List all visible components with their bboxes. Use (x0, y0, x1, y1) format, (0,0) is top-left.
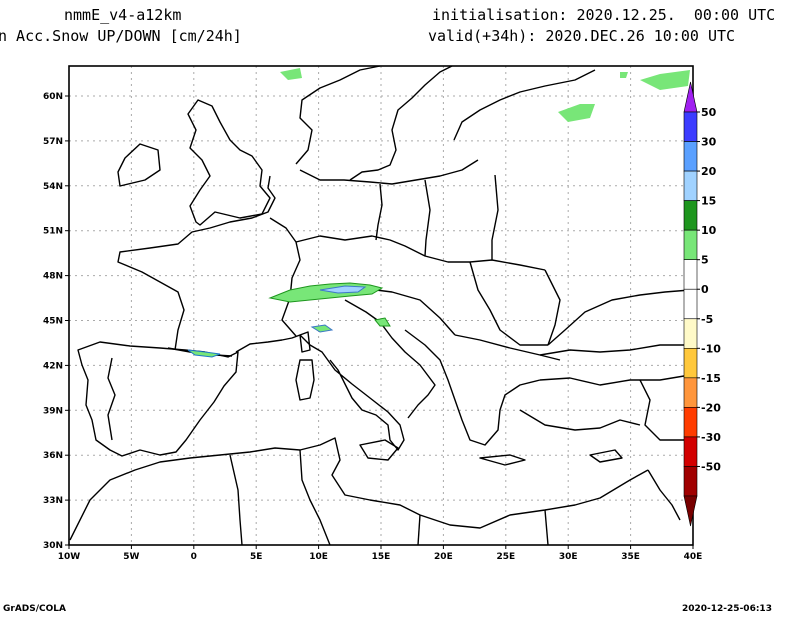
footer-source: GrADS/COLA (3, 604, 66, 614)
valid-time: valid(+34h): 2020.DEC.26 10:00 UTC (428, 27, 736, 45)
colorbar-box (683, 259, 698, 290)
colorbar-label: 10 (701, 224, 717, 237)
colorbar-box (683, 407, 698, 438)
lon-tick-label: 10W (58, 552, 81, 562)
colorbar-box (683, 348, 698, 379)
lat-tick-label: 51N (43, 227, 63, 237)
colorbar-box (683, 111, 698, 142)
colorbar-label: -15 (701, 372, 721, 385)
latitude-labels: 30N 33N 36N 39N 42N 45N 48N 51N 54N 57N 60N (43, 92, 69, 551)
colorbar-label: -30 (701, 431, 721, 444)
lon-tick-label: 35E (621, 552, 640, 562)
colorbar-bottom-arrow (683, 495, 698, 527)
colorbar-box (683, 466, 698, 497)
colorbar-box (683, 436, 698, 467)
colorbar-label: 20 (701, 165, 717, 178)
colorbar-box (683, 229, 698, 260)
lat-tick-label: 42N (43, 361, 63, 371)
colorbar-box (683, 318, 698, 349)
colorbar-box (683, 141, 698, 172)
snowfall-areas (187, 68, 690, 358)
colorbar-label: 15 (701, 195, 716, 208)
lat-tick-label: 36N (43, 451, 63, 461)
colorbar-box (683, 200, 698, 231)
colorbar-label: 30 (701, 136, 717, 149)
lon-tick-label: 10E (309, 552, 328, 562)
lon-tick-label: 20E (434, 552, 453, 562)
lat-tick-label: 48N (43, 272, 63, 282)
model-title: nmmE_v4-a12km (64, 6, 182, 24)
variable-title: n Acc.Snow UP/DOWN [cm/24h] (0, 27, 242, 45)
lat-tick-label: 60N (43, 92, 63, 102)
lat-tick-label: 57N (43, 137, 63, 147)
lat-tick-label: 54N (43, 182, 63, 192)
colorbar-label: -50 (701, 460, 721, 473)
colorbar-label: 0 (701, 283, 709, 296)
lat-tick-label: 45N (43, 317, 63, 327)
lat-tick-label: 30N (43, 541, 63, 551)
colorbar-box (683, 288, 698, 320)
colorbar-label: 50 (701, 106, 717, 119)
lon-tick-label: 5E (250, 552, 262, 562)
lon-tick-label: 15E (372, 552, 391, 562)
footer-timestamp: 2020-12-25-06:13 (682, 604, 772, 614)
colorbar-box (683, 377, 698, 408)
colorbar-label: -5 (701, 313, 713, 326)
colorbar-label: -10 (701, 342, 721, 355)
lat-tick-label: 33N (43, 496, 63, 506)
lon-tick-label: 0 (191, 552, 197, 562)
longitude-labels: 10W 5W 0 5E 10E 15E 20E 25E 30E 35E 40E (58, 545, 703, 562)
colorbar-top-arrow (683, 81, 698, 113)
colorbar-box (683, 170, 698, 201)
lon-tick-label: 40E (684, 552, 703, 562)
lon-tick-label: 25E (496, 552, 515, 562)
init-time: initialisation: 2020.12.25. 00:00 UTC (432, 6, 776, 24)
coastlines (69, 65, 691, 546)
lon-tick-label: 30E (559, 552, 578, 562)
colorbar-label: 5 (701, 254, 709, 267)
colorbar-label: -20 (701, 401, 721, 414)
lon-tick-label: 5W (123, 552, 139, 562)
lat-tick-label: 39N (43, 406, 63, 416)
